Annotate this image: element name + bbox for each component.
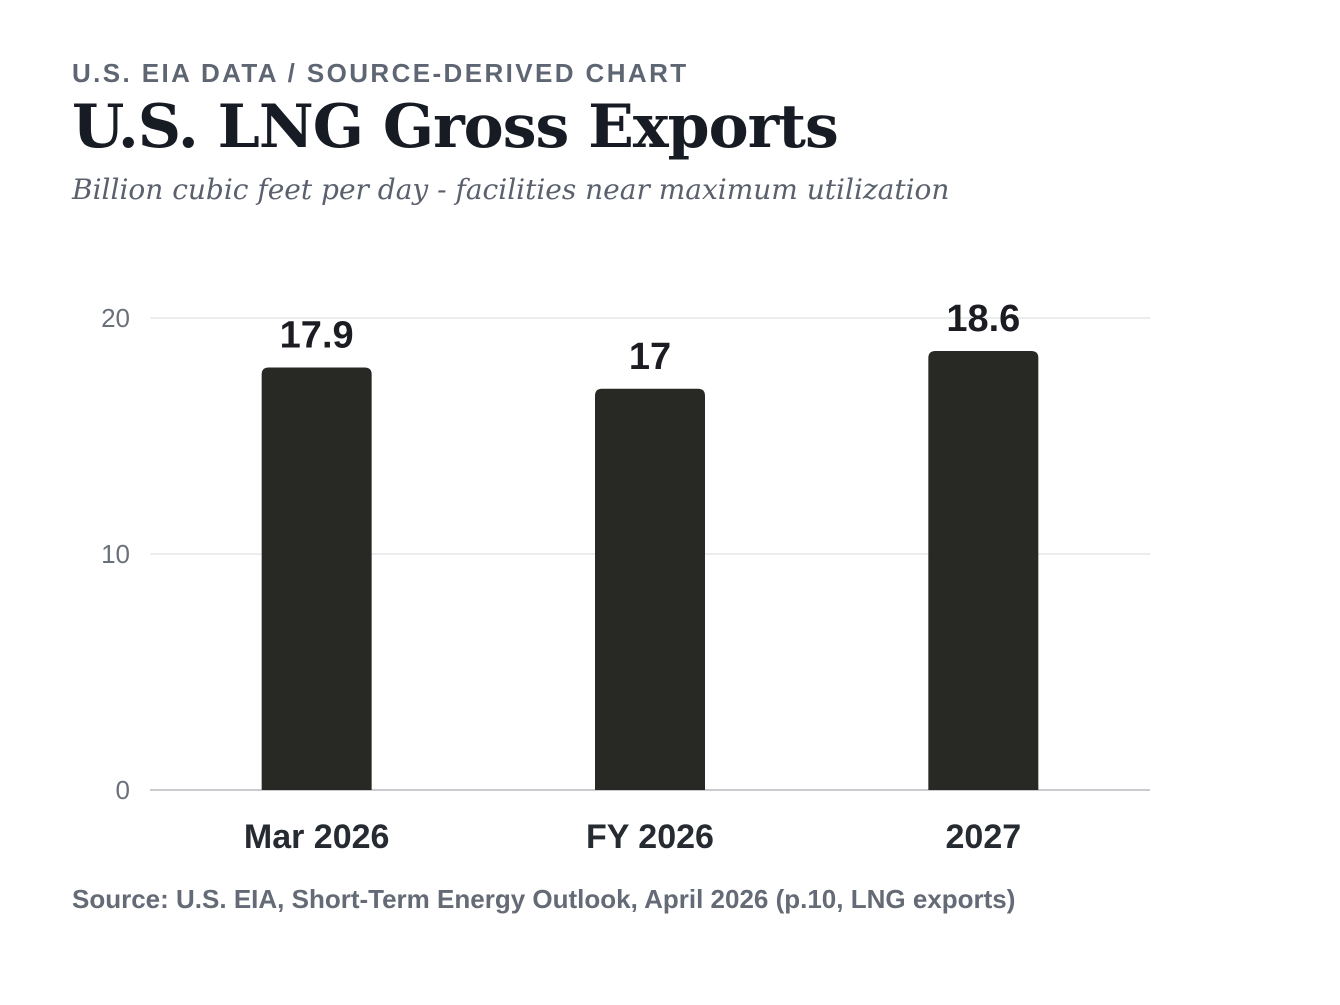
x-tick-label: FY 2026 [586,818,714,856]
x-tick-label: Mar 2026 [244,818,390,856]
bar [261,367,372,790]
bar-value-label: 17.9 [280,315,354,357]
bar [928,351,1039,790]
bars-layer [261,351,1039,790]
bar-value-label: 17 [629,336,671,378]
chart-title: U.S. LNG Gross Exports [72,92,839,162]
y-tick-label: 20 [101,303,130,333]
x-tick-label: 2027 [946,818,1022,856]
chart-subtitle: Billion cubic feet per day - facilities … [72,173,950,206]
source-note: Source: U.S. EIA, Short-Term Energy Outl… [72,884,1016,914]
labels-layer: 0 10 20 17.9 Mar 2026 17 FY 2026 18.6 2027 [101,298,1021,856]
y-tick-label: 10 [101,539,130,569]
y-tick-label: 0 [116,775,130,805]
chart-kicker: U.S. EIA DATA / SOURCE-DERIVED CHART [72,58,689,88]
bar-value-label: 18.6 [946,298,1020,340]
bar [595,388,705,790]
